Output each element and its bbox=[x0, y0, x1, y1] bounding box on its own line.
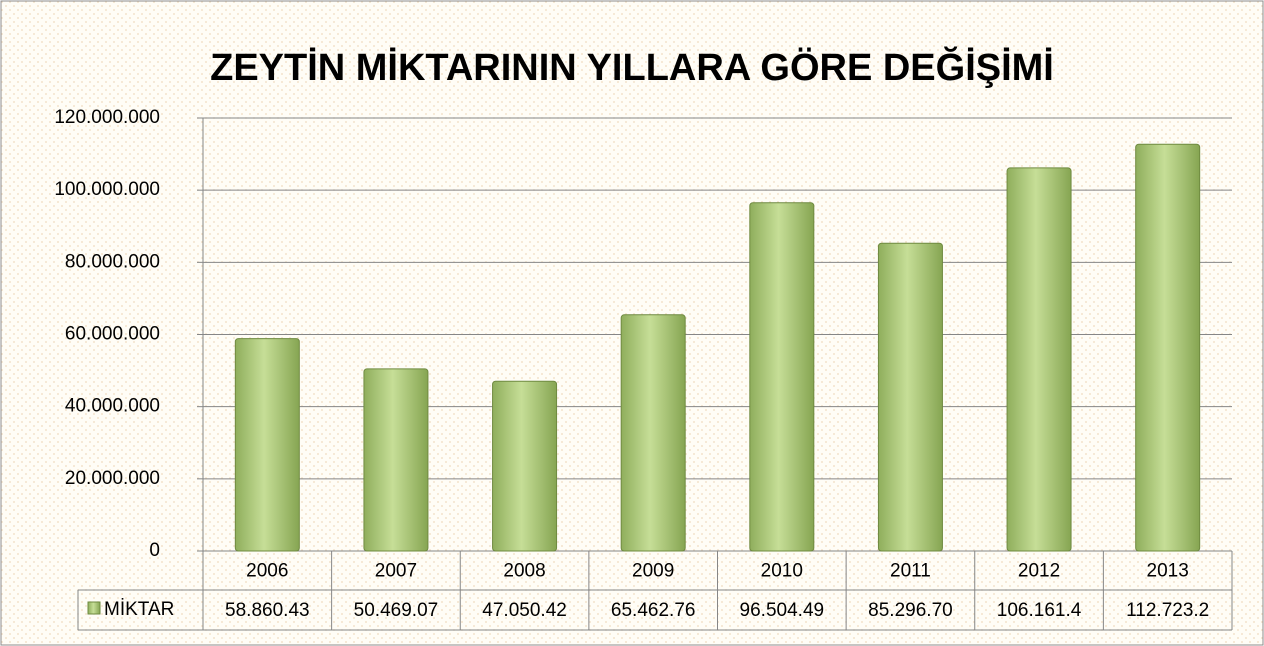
y-tick-label: 120.000.000 bbox=[54, 107, 160, 128]
x-tick-label: 2007 bbox=[375, 561, 417, 582]
x-tick-label: 2012 bbox=[1018, 561, 1060, 582]
bar bbox=[749, 202, 815, 552]
bar bbox=[620, 314, 686, 552]
data-label: 58.860.43 bbox=[225, 600, 310, 621]
data-label: 85.296.70 bbox=[868, 600, 953, 621]
data-label: 65.462.76 bbox=[611, 600, 696, 621]
bar bbox=[877, 242, 943, 552]
chart-title: ZEYTİN MİKTARININ YILLARA GÖRE DEĞİŞİMİ bbox=[210, 45, 1054, 89]
data-label: 106.161.4 bbox=[997, 600, 1082, 621]
bar bbox=[1006, 167, 1072, 552]
y-tick-label: 60.000.000 bbox=[65, 324, 160, 345]
x-tick-label: 2009 bbox=[632, 561, 674, 582]
y-tick-label: 100.000.000 bbox=[54, 179, 160, 200]
data-label: 96.504.49 bbox=[740, 600, 825, 621]
x-tick-label: 2011 bbox=[890, 561, 931, 582]
bar bbox=[363, 368, 429, 552]
x-tick-label: 2008 bbox=[503, 561, 545, 582]
legend-key bbox=[87, 601, 101, 615]
y-tick-label: 0 bbox=[149, 540, 160, 561]
x-tick-label: 2010 bbox=[761, 561, 803, 582]
x-tick-label: 2013 bbox=[1147, 561, 1189, 582]
y-tick-label: 80.000.000 bbox=[65, 251, 160, 272]
legend-label: MİKTAR bbox=[104, 599, 174, 620]
x-tick-label: 2006 bbox=[246, 561, 288, 582]
bar bbox=[234, 338, 300, 552]
data-label: 50.469.07 bbox=[354, 600, 439, 621]
y-tick-label: 20.000.000 bbox=[65, 468, 160, 489]
y-tick-label: 40.000.000 bbox=[65, 396, 160, 417]
bar bbox=[492, 380, 558, 552]
data-label: 112.723.2 bbox=[1126, 600, 1209, 621]
bar bbox=[1135, 143, 1201, 552]
data-label: 47.050.42 bbox=[482, 600, 567, 621]
